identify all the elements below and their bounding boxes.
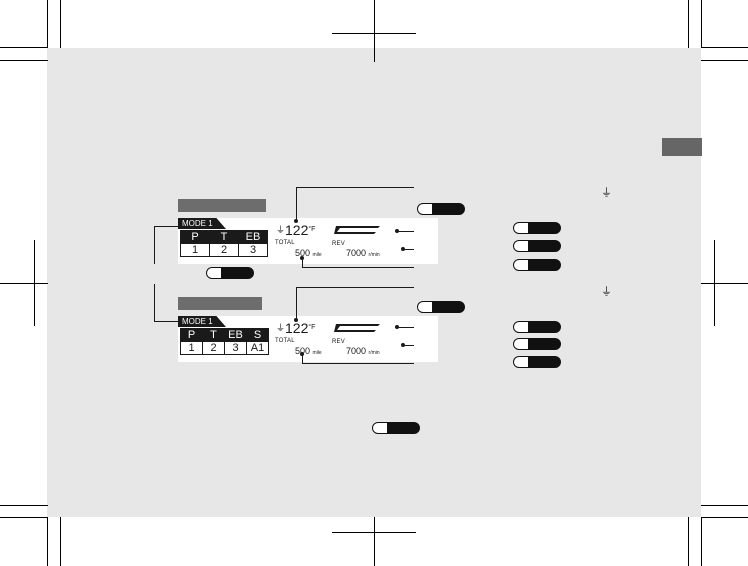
- mode-value-cell: 3: [238, 243, 268, 257]
- total-label: TOTAL: [275, 338, 295, 344]
- mode-header-cell: P: [180, 230, 210, 244]
- rev-value: 7000: [346, 248, 367, 258]
- rev-unit: r/min: [368, 350, 380, 356]
- thermometer-icon: ⏚: [276, 323, 286, 333]
- panel-b-header-bar: [178, 297, 262, 310]
- thermometer-icon: ⏚: [601, 286, 612, 298]
- rev-unit: r/min: [368, 252, 380, 258]
- panel-b-display: MODE 1 P T EB S 1 2 3 A1 ⏚122°F TOTAL 50…: [178, 316, 438, 362]
- rev-readout: 7000 r/min: [346, 346, 380, 356]
- mode-value-cell: A1: [246, 341, 269, 355]
- button-pill-icon: [513, 259, 561, 271]
- temperature-readout: ⏚122°F: [276, 222, 315, 238]
- rev-label: REV: [332, 339, 345, 345]
- mode-value-cell: 1: [180, 341, 203, 355]
- temperature-value: 122: [285, 222, 309, 238]
- mode-header-cell: P: [180, 328, 203, 342]
- button-pill-icon: [513, 222, 561, 234]
- total-label: TOTAL: [275, 240, 295, 246]
- mode-header-cell: EB: [224, 328, 247, 342]
- cbr-logo: CBR: [334, 226, 380, 234]
- mode-header-cell: T: [209, 230, 239, 244]
- button-pill-icon: [513, 240, 561, 252]
- mode-grid: P T EB 1 2 3: [180, 230, 268, 257]
- button-pill-icon: [513, 321, 561, 333]
- temperature-unit: °F: [308, 324, 316, 331]
- mode-value-cell: 2: [202, 341, 225, 355]
- odometer-unit: mile: [312, 350, 322, 356]
- rev-readout: 7000 r/min: [346, 248, 380, 258]
- button-pill-icon: [417, 203, 465, 215]
- mode-header-cell: EB: [238, 230, 268, 244]
- button-pill-icon: [513, 338, 561, 350]
- section-tab: [662, 138, 702, 156]
- mode-label: MODE 1: [178, 218, 226, 229]
- mode-value-cell: 2: [209, 243, 239, 257]
- panel-a-header-bar: [178, 199, 266, 212]
- button-pill-icon: [417, 301, 465, 313]
- odometer-value: 500: [295, 346, 311, 356]
- odometer-value: 500: [295, 248, 311, 258]
- temperature-value: 122: [285, 320, 309, 336]
- panel-a-display: MODE 1 P T EB 1 2 3 ⏚122°F TOTAL 500 mil…: [178, 218, 438, 264]
- button-pill-icon: [372, 422, 420, 434]
- mode-label: MODE 1: [178, 316, 226, 327]
- button-pill-icon: [513, 356, 561, 368]
- odometer-unit: mile: [312, 252, 322, 258]
- rev-value: 7000: [346, 346, 367, 356]
- odometer-readout: 500 mile: [295, 248, 322, 258]
- mode-value-cell: 1: [180, 243, 210, 257]
- thermometer-icon: ⏚: [276, 225, 286, 235]
- mode-grid: P T EB S 1 2 3 A1: [180, 328, 269, 355]
- panel-a-button-pill: [206, 267, 254, 279]
- cbr-logo: CBR: [334, 324, 380, 332]
- thermometer-icon: ⏚: [601, 187, 612, 199]
- temperature-unit: °F: [308, 226, 316, 233]
- mode-value-cell: 3: [224, 341, 247, 355]
- temperature-readout: ⏚122°F: [276, 320, 315, 336]
- rev-label: REV: [332, 241, 345, 247]
- odometer-readout: 500 mile: [295, 346, 322, 356]
- page-background: [47, 48, 701, 517]
- mode-header-cell: S: [246, 328, 269, 342]
- mode-header-cell: T: [202, 328, 225, 342]
